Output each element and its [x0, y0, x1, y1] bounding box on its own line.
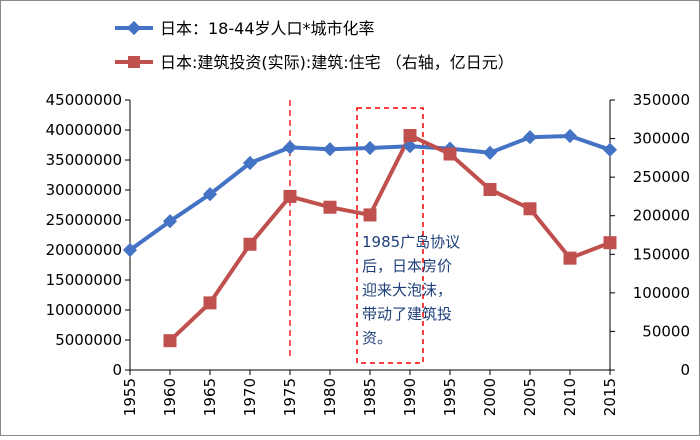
- series-2-point: [403, 128, 417, 142]
- y-left-tick-label: 5000000: [55, 331, 122, 349]
- legend-label-series-2: 日本:建筑投资(实际):建筑:住宅 （右轴，亿日元）: [160, 53, 514, 72]
- annotation-line-1: 1985广岛协议: [362, 233, 460, 251]
- annotation-line-2: 后，日本房价: [362, 257, 452, 275]
- y-left-tick-label: 20000000: [46, 241, 122, 259]
- series-2-point: [603, 236, 617, 250]
- x-tick-label: 1960: [161, 378, 179, 416]
- series-1-point: [402, 139, 418, 154]
- x-tick-label: 2000: [481, 378, 499, 416]
- annotation-line-3: 迎来大泡沫，: [362, 281, 452, 299]
- series-1-point: [202, 187, 218, 202]
- series-2-point: [563, 251, 577, 265]
- x-tick-label: 1955: [121, 378, 139, 416]
- series-2-point: [363, 208, 377, 222]
- y-left-ticks: 0 5000000 10000000 15000000 20000000 25000000…: [46, 91, 130, 379]
- x-tick-label: 1995: [441, 378, 459, 416]
- annotation-line-5: 资。: [362, 329, 392, 347]
- annotation-line-4: 带动了建筑投: [362, 305, 452, 323]
- y-right-tick-label: 100000: [633, 284, 690, 302]
- y-right-tick-label: 0: [680, 361, 690, 379]
- highlight-box: [356, 107, 424, 364]
- series-1-point: [522, 130, 538, 145]
- y-left-tick-label: 15000000: [46, 271, 122, 289]
- legend-item-series-2: 日本:建筑投资(实际):建筑:住宅 （右轴，亿日元）: [115, 53, 514, 72]
- series-2-point: [163, 334, 177, 348]
- series-2-point: [523, 202, 537, 216]
- series-2-point: [283, 189, 297, 203]
- y-right-tick-label: 150000: [633, 245, 690, 263]
- y-right-tick-label: 350000: [633, 91, 690, 109]
- series-markers: [122, 128, 618, 348]
- x-tick-label: 2010: [561, 378, 579, 416]
- x-ticks: 1955 1960 1965 1970 1975 1980 1985 1990 1995 2000…: [121, 370, 619, 416]
- series-1-point: [482, 145, 498, 160]
- series-1-point: [362, 140, 378, 156]
- series-1-point: [282, 140, 298, 155]
- y-right-tick-label: 300000: [633, 130, 690, 148]
- legend: 日本：18-44岁人口*城市化率 日本:建筑投资(实际):建筑:住宅 （右轴，亿…: [115, 19, 514, 72]
- x-tick-label: 1985: [361, 378, 379, 416]
- series-2-point: [203, 296, 217, 310]
- x-tick-label: 2015: [601, 378, 619, 416]
- series-1-point: [602, 142, 618, 157]
- y-left-tick-label: 25000000: [46, 211, 122, 229]
- series-line-2: [168, 133, 611, 343]
- x-tick-label: 1965: [201, 378, 219, 416]
- y-left-tick-label: 10000000: [46, 301, 122, 319]
- y-left-tick-label: 35000000: [46, 151, 122, 169]
- x-tick-label: 1970: [241, 378, 259, 416]
- y-right-ticks: 0 50000 100000 150000 200000 250000 300000 3500…: [610, 91, 690, 379]
- x-tick-label: 1980: [321, 378, 339, 416]
- legend-label-series-1: 日本：18-44岁人口*城市化率: [160, 19, 375, 38]
- series-2-point: [483, 182, 497, 196]
- series-1-point: [162, 214, 178, 229]
- series-2-point: [243, 237, 257, 251]
- y-right-tick-label: 200000: [633, 207, 690, 225]
- series-2-point: [323, 200, 337, 214]
- y-left-tick-label: 45000000: [46, 91, 122, 109]
- x-tick-label: 1990: [401, 378, 419, 416]
- series-2-point: [443, 147, 457, 161]
- x-tick-label: 2005: [521, 378, 539, 416]
- annotation-text: 1985广岛协议 后，日本房价 迎来大泡沫， 带动了建筑投 资。: [362, 233, 465, 347]
- y-left-tick-label: 0: [112, 361, 122, 379]
- y-right-tick-label: 250000: [633, 168, 690, 186]
- series-1-point: [562, 128, 578, 144]
- series-1-point: [322, 142, 338, 157]
- y-left-tick-label: 40000000: [46, 121, 122, 139]
- series-1-point: [242, 155, 258, 171]
- y-left-tick-label: 30000000: [46, 181, 122, 199]
- y-right-tick-label: 50000: [642, 322, 690, 340]
- legend-marker-series-2: [128, 56, 140, 68]
- x-tick-label: 1975: [281, 378, 299, 416]
